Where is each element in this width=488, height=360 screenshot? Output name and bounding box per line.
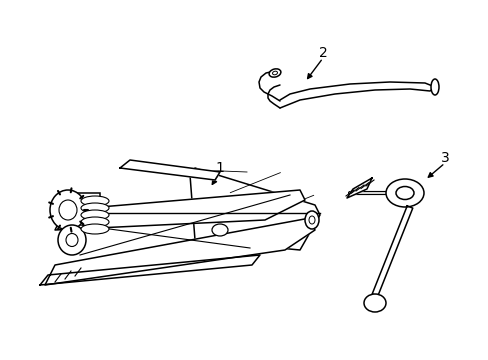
Ellipse shape [81, 217, 109, 227]
Polygon shape [371, 206, 412, 296]
Ellipse shape [50, 190, 86, 230]
Ellipse shape [395, 186, 413, 199]
Ellipse shape [59, 200, 77, 220]
Ellipse shape [81, 210, 109, 220]
Ellipse shape [305, 211, 318, 229]
Ellipse shape [385, 179, 423, 207]
Ellipse shape [66, 234, 78, 247]
Ellipse shape [430, 79, 438, 95]
Polygon shape [280, 82, 434, 108]
Polygon shape [190, 168, 319, 250]
FancyBboxPatch shape [70, 193, 100, 217]
Text: 3: 3 [440, 151, 448, 165]
Ellipse shape [81, 203, 109, 213]
Ellipse shape [58, 225, 86, 255]
Ellipse shape [212, 224, 227, 236]
Text: 1: 1 [215, 161, 224, 175]
Polygon shape [40, 255, 260, 285]
Text: 2: 2 [318, 46, 326, 60]
Ellipse shape [272, 71, 277, 75]
Ellipse shape [81, 224, 109, 234]
Ellipse shape [363, 294, 385, 312]
Polygon shape [45, 218, 314, 285]
Polygon shape [120, 160, 220, 180]
Ellipse shape [308, 216, 314, 224]
Polygon shape [259, 71, 280, 108]
Ellipse shape [81, 196, 109, 206]
Polygon shape [346, 178, 371, 198]
Ellipse shape [268, 69, 280, 77]
Polygon shape [55, 190, 305, 230]
